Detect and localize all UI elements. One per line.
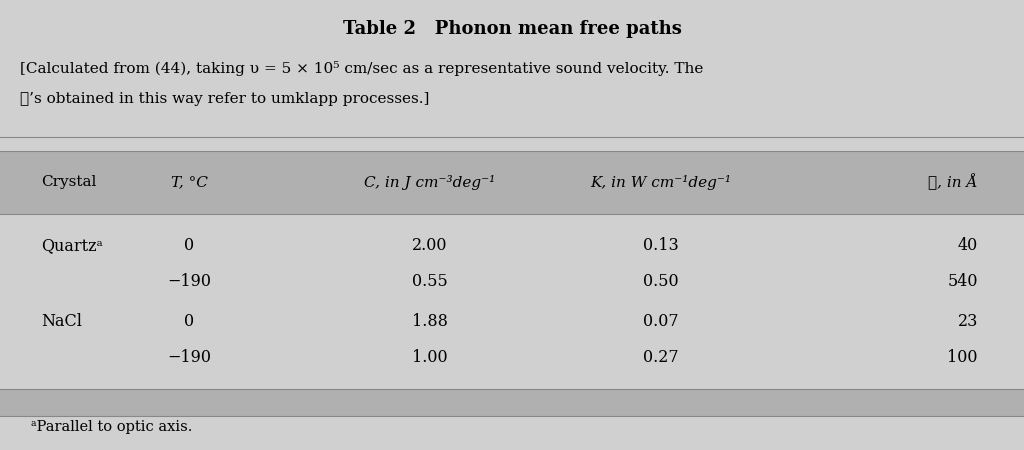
Text: 0.50: 0.50 bbox=[643, 273, 678, 290]
Text: 540: 540 bbox=[947, 273, 978, 290]
Text: [Calculated from (44), taking υ = 5 × 10⁵ cm/sec as a representative sound veloc: [Calculated from (44), taking υ = 5 × 10… bbox=[20, 61, 703, 76]
Text: ℓ, in Å: ℓ, in Å bbox=[929, 174, 978, 191]
Text: 0: 0 bbox=[184, 313, 195, 330]
Text: 1.88: 1.88 bbox=[412, 313, 449, 330]
Text: Crystal: Crystal bbox=[41, 175, 96, 189]
Text: C, in J cm⁻³deg⁻¹: C, in J cm⁻³deg⁻¹ bbox=[365, 175, 496, 190]
Text: 0.27: 0.27 bbox=[643, 349, 678, 366]
Text: −190: −190 bbox=[168, 273, 211, 290]
Text: 0.13: 0.13 bbox=[643, 237, 678, 254]
Text: Quartzᵃ: Quartzᵃ bbox=[41, 237, 102, 254]
Text: 23: 23 bbox=[957, 313, 978, 330]
Text: 40: 40 bbox=[957, 237, 978, 254]
Text: Table 2   Phonon mean free paths: Table 2 Phonon mean free paths bbox=[343, 20, 681, 38]
Text: 0: 0 bbox=[184, 237, 195, 254]
Text: 0.55: 0.55 bbox=[413, 273, 447, 290]
Text: K, in W cm⁻¹deg⁻¹: K, in W cm⁻¹deg⁻¹ bbox=[590, 175, 731, 190]
Text: 0.07: 0.07 bbox=[643, 313, 678, 330]
Text: T, °C: T, °C bbox=[171, 175, 208, 189]
Text: ℓ’s obtained in this way refer to umklapp processes.]: ℓ’s obtained in this way refer to umklap… bbox=[20, 92, 430, 106]
Text: −190: −190 bbox=[168, 349, 211, 366]
Text: 2.00: 2.00 bbox=[413, 237, 447, 254]
Text: NaCl: NaCl bbox=[41, 313, 82, 330]
Bar bbox=[0, 151, 1024, 214]
Text: 100: 100 bbox=[947, 349, 978, 366]
Bar bbox=[0, 389, 1024, 416]
Text: 1.00: 1.00 bbox=[413, 349, 447, 366]
Text: ᵃParallel to optic axis.: ᵃParallel to optic axis. bbox=[31, 420, 193, 434]
